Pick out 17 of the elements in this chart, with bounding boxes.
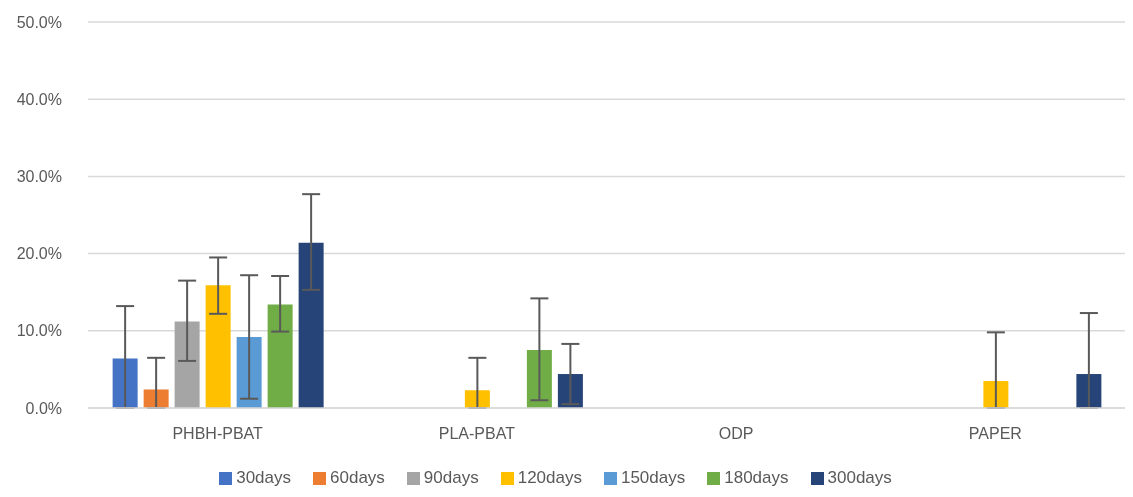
legend-label: 180days [724, 468, 789, 487]
y-tick-label: 40.0% [16, 90, 62, 108]
x-tick-label: PHBH-PBAT [172, 425, 264, 443]
y-tick-label: 0.0% [25, 399, 62, 417]
legend-label: 120days [517, 468, 582, 487]
y-tick-label: 50.0% [16, 13, 62, 31]
legend-label: 300days [827, 468, 892, 487]
legend-label: 90days [423, 468, 479, 487]
legend-label: 60days [330, 468, 385, 487]
x-tick-label: PLA-PBAT [438, 425, 516, 443]
y-tick-label: 30.0% [16, 168, 62, 186]
y-tick-label: 20.0% [16, 245, 62, 263]
legend-label: 150days [620, 468, 686, 487]
y-tick-label: 10.0% [16, 322, 62, 340]
x-tick-label: ODP [718, 425, 754, 443]
legend-label: 30days [236, 468, 292, 487]
x-tick-label: PAPER [968, 425, 1022, 443]
